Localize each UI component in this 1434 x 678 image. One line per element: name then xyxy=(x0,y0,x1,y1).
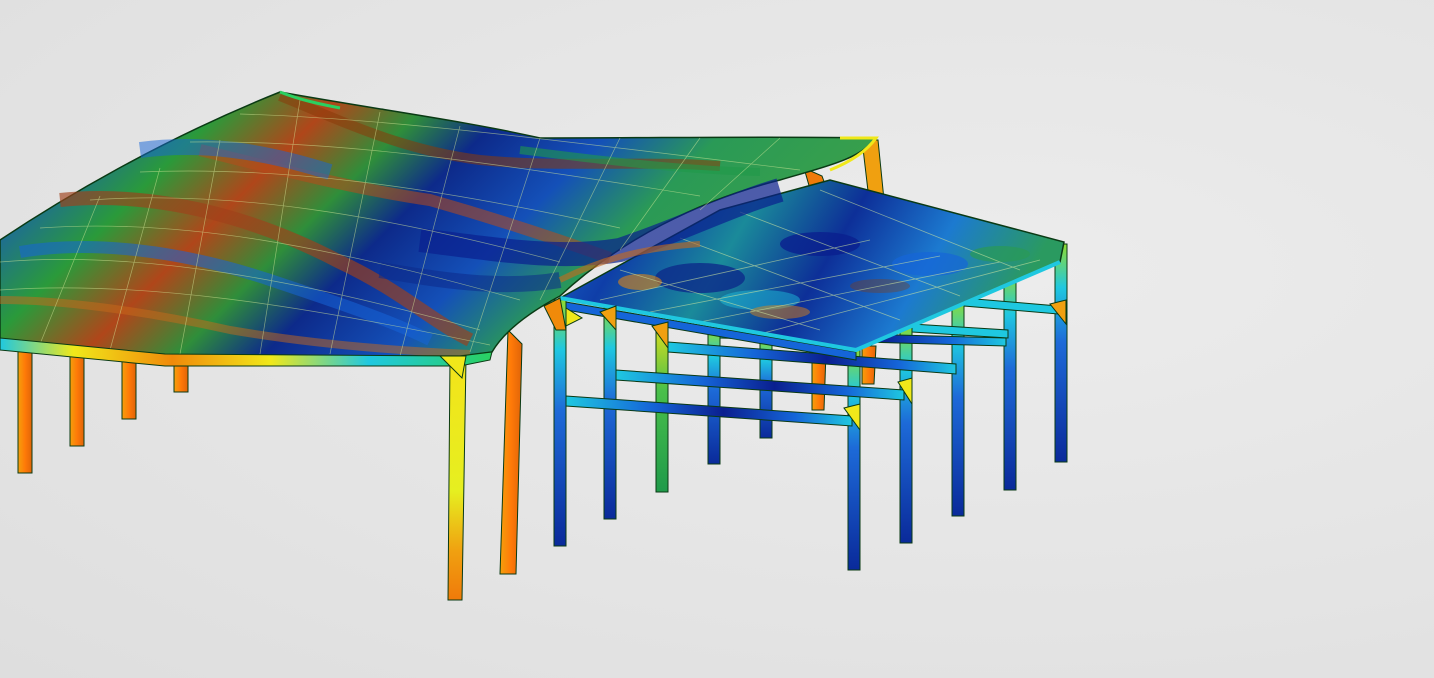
left-frame-columns xyxy=(17,328,523,601)
right-frame-beams xyxy=(565,297,1059,427)
right-roof-panel xyxy=(557,179,1065,353)
left-roof-panel xyxy=(0,90,879,367)
knee-braces xyxy=(438,297,1067,432)
